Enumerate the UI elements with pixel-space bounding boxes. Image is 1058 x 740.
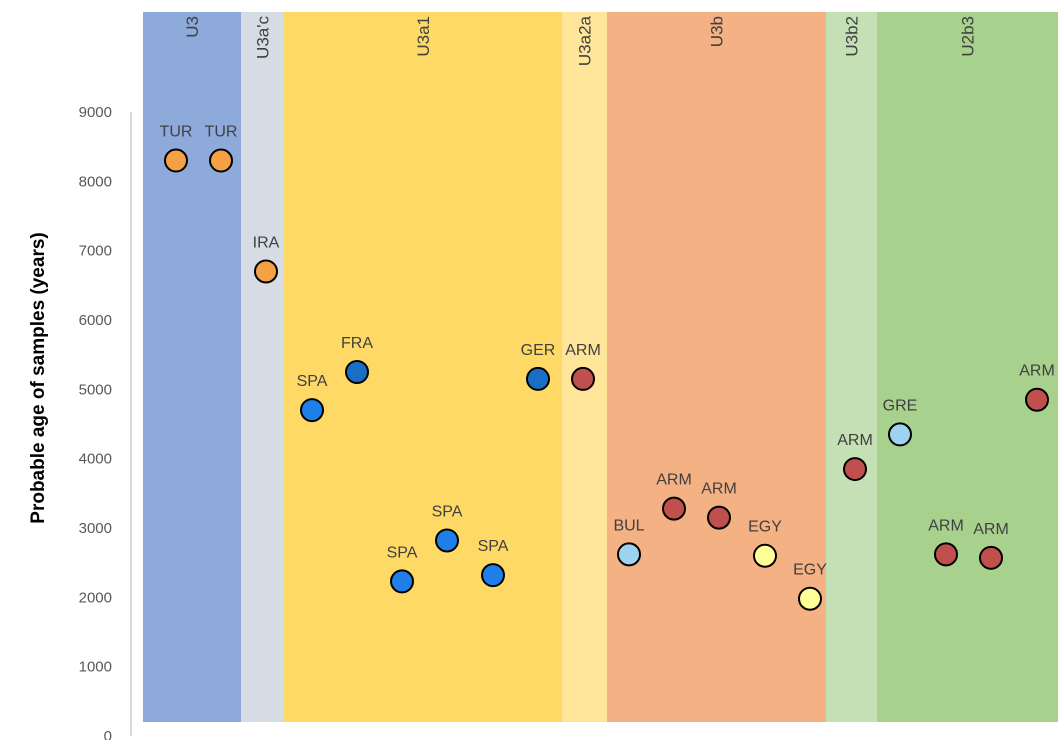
band-u3a2a — [562, 12, 607, 722]
data-point — [799, 588, 821, 610]
point-label: EGY — [748, 519, 782, 536]
data-point — [754, 545, 776, 567]
y-tick-label: 2000 — [79, 589, 112, 606]
point-label: GER — [521, 342, 556, 359]
y-tick-label: 6000 — [79, 312, 112, 329]
data-point — [980, 547, 1002, 569]
data-point — [346, 361, 368, 383]
point-label: BUL — [613, 517, 644, 534]
data-point — [255, 260, 277, 282]
band-u3b — [607, 12, 826, 722]
data-point — [391, 570, 413, 592]
point-label: TUR — [205, 124, 238, 141]
band-label: U3a1 — [414, 16, 433, 57]
y-tick-label: 0 — [104, 728, 112, 740]
point-label: SPA — [297, 373, 328, 390]
data-point — [482, 564, 504, 586]
data-point — [618, 543, 640, 565]
point-label: TUR — [160, 124, 193, 141]
data-point — [1026, 389, 1048, 411]
band-label: U3a'c — [254, 16, 273, 59]
y-tick-label: 4000 — [79, 451, 112, 468]
band-label: U2b3 — [959, 16, 978, 57]
data-point — [663, 498, 685, 520]
point-label: IRA — [253, 234, 280, 251]
band-u3b2 — [826, 12, 877, 722]
data-point — [210, 150, 232, 172]
y-tick-label: 7000 — [79, 243, 112, 260]
band-u3a1 — [284, 12, 562, 722]
haplogroup-bands: U3 U3a'c U3a1 U3a2a U3b U3b2 U2b3 — [143, 12, 1058, 722]
y-tick-label: 5000 — [79, 381, 112, 398]
point-label: ARM — [565, 342, 601, 359]
band-u3ac — [241, 12, 284, 722]
point-label: FRA — [341, 335, 373, 352]
point-label: ARM — [928, 517, 964, 534]
point-label: SPA — [387, 544, 418, 561]
data-point — [436, 529, 458, 551]
y-axis-label: Probable age of samples (years) — [28, 232, 49, 523]
point-label: ARM — [837, 432, 873, 449]
point-label: GRE — [883, 397, 918, 414]
data-point — [527, 368, 549, 390]
band-label: U3 — [183, 16, 202, 38]
point-label: SPA — [432, 503, 463, 520]
y-tick-label: 3000 — [79, 520, 112, 537]
data-point — [935, 543, 957, 565]
point-label: ARM — [701, 481, 737, 498]
band-label: U3b — [708, 16, 727, 47]
data-point — [844, 458, 866, 480]
point-label: ARM — [973, 521, 1009, 538]
band-label: U3a2a — [576, 15, 595, 66]
data-point — [165, 150, 187, 172]
data-point — [301, 399, 323, 421]
point-label: EGY — [793, 562, 827, 579]
band-u3 — [143, 12, 241, 722]
point-label: SPA — [478, 538, 509, 555]
point-label: ARM — [656, 472, 692, 489]
y-tick-label: 1000 — [79, 659, 112, 676]
point-label: ARM — [1019, 363, 1055, 380]
y-tick-label: 8000 — [79, 173, 112, 190]
data-point — [572, 368, 594, 390]
y-tick-label: 9000 — [79, 104, 112, 121]
data-point — [889, 423, 911, 445]
band-label: U3b2 — [843, 16, 862, 57]
y-tick-labels: 0 1000 2000 3000 4000 5000 6000 7000 8000 9000 — [79, 104, 112, 740]
data-point — [708, 507, 730, 529]
